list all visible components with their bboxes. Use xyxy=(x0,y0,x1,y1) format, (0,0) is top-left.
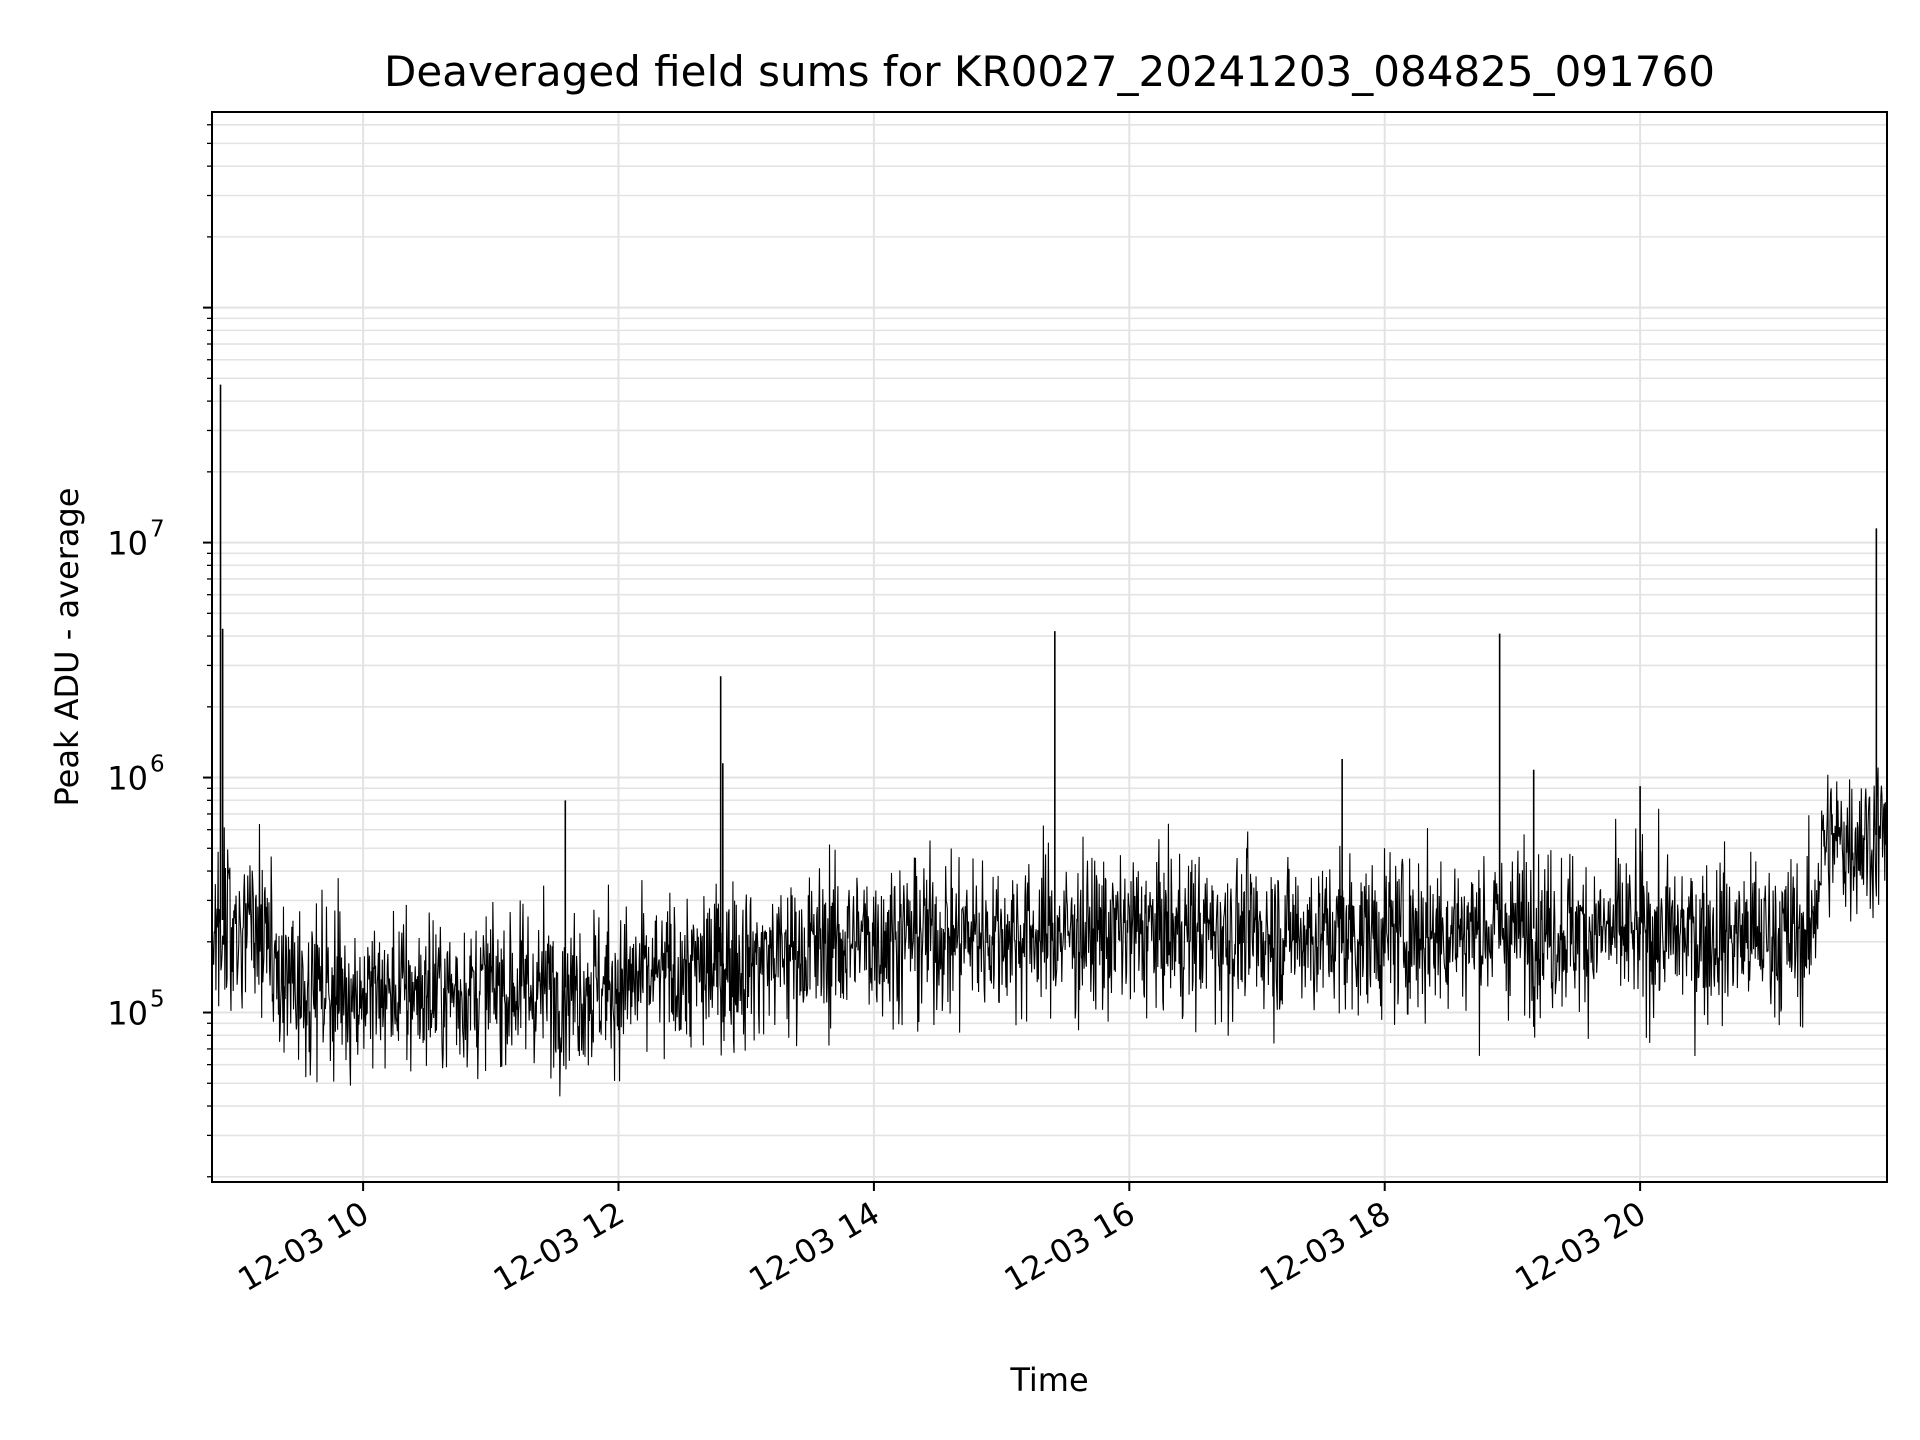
chart-title: Deaveraged field sums for KR0027_2024120… xyxy=(384,47,1715,96)
series-trace xyxy=(211,767,1888,1097)
series-line xyxy=(211,384,1888,1097)
y-tick-label: 10 xyxy=(107,760,148,798)
y-tick-label-exponent: 7 xyxy=(150,517,165,543)
y-tick-label: 10 xyxy=(107,525,148,563)
y-tick-label: 10 xyxy=(107,995,148,1033)
plot-frame xyxy=(211,111,1888,1183)
y-tick-label-exponent: 6 xyxy=(150,752,165,778)
grid xyxy=(212,112,1887,1182)
x-axis-label: Time xyxy=(1009,1361,1088,1399)
y-tick-label-exponent: 5 xyxy=(150,987,165,1013)
y-axis-label: Peak ADU - average xyxy=(48,488,86,807)
